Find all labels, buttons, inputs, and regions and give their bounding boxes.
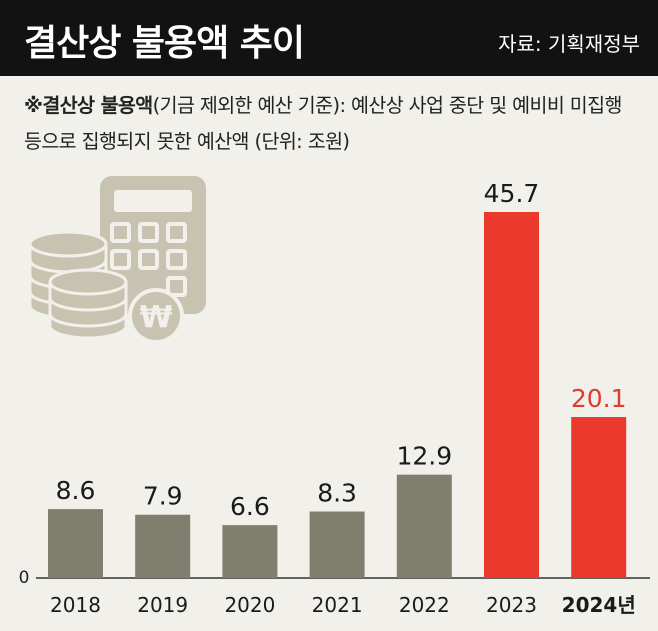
bar [135, 514, 191, 578]
x-tick-label: 2021 [312, 593, 363, 617]
x-tick-label: 2022 [399, 593, 450, 617]
note-definition: (기금 제외한 예산 기준): 예산상 사업 중단 및 예비비 미집행 등으로 … [24, 94, 622, 153]
bar [309, 511, 365, 578]
title-bar: 결산상 불용액 추이 자료: 기획재정부 [0, 0, 658, 76]
y-tick-label: 0 [19, 568, 30, 588]
data-label: 20.1 [571, 384, 627, 413]
note-term: ※결산상 불용액 [24, 94, 153, 117]
data-label: 8.3 [317, 479, 357, 508]
x-tick-label: 2019 [137, 593, 188, 617]
source-label: 자료: 기획재정부 [498, 32, 640, 56]
bar [222, 525, 278, 578]
bar [48, 509, 103, 578]
x-tick-label: 2018 [50, 593, 101, 617]
bar [571, 417, 627, 578]
data-label: 6.6 [230, 492, 270, 521]
x-tick-label: 2020 [224, 593, 275, 617]
data-label: 8.6 [56, 476, 96, 505]
chart-note: ※결산상 불용액(기금 제외한 예산 기준): 예산상 사업 중단 및 예비비 … [24, 88, 644, 160]
bar [396, 474, 452, 578]
data-label: 12.9 [396, 442, 452, 471]
x-tick-label: 2023 [486, 593, 537, 617]
data-label: 7.9 [143, 482, 183, 511]
bar [484, 212, 539, 578]
calculator-coins-won-icon: ₩ [22, 174, 212, 348]
chart-title: 결산상 불용액 추이 [24, 23, 305, 64]
svg-text:₩: ₩ [139, 300, 172, 335]
data-label: 45.7 [484, 179, 540, 208]
x-tick-label: 2024년 [562, 593, 636, 617]
